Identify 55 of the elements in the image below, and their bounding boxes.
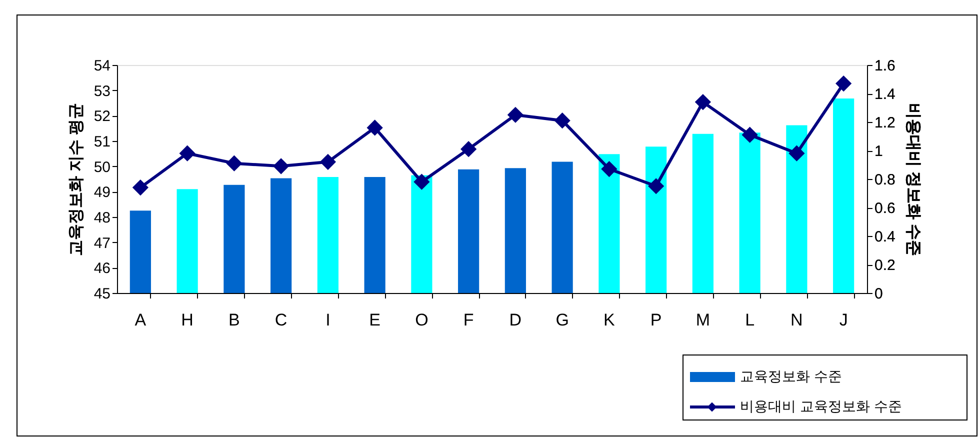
x-tick-label: I [326, 310, 330, 330]
point [836, 75, 852, 92]
y2-axis-title: 비용대비 정보화 수준 [904, 103, 922, 256]
point [226, 155, 242, 172]
x-tick-label: N [790, 310, 803, 330]
x-tick-label: H [181, 310, 194, 330]
x-tick-label: O [415, 310, 428, 330]
x-tick-label: B [228, 310, 240, 330]
y-tick-label: 46 [94, 260, 110, 278]
y-tick-label: 47 [94, 234, 110, 252]
point [132, 179, 148, 196]
y-tick-label: 51 [94, 134, 110, 150]
point [742, 126, 758, 143]
x-tick-label: L [745, 310, 755, 330]
y2-tick-label: 0.2 [874, 257, 896, 274]
point [460, 141, 477, 158]
point [648, 178, 664, 194]
point [273, 158, 290, 174]
x-tick-label: D [509, 310, 522, 330]
y-tick-label: 49 [94, 184, 110, 202]
y-tick-label: 48 [94, 210, 110, 226]
point [601, 160, 618, 178]
y2-tick-label: 0.8 [874, 172, 896, 188]
y-axis-title: 교육정보화 지수 평균 [68, 103, 85, 256]
x-tick-label: J [839, 310, 848, 330]
x-tick-label: C [274, 310, 288, 330]
legend-label: 비용대비 교육정보화 수준 [740, 398, 902, 414]
x-tick-label: A [134, 310, 147, 330]
x-tick-label: F [463, 310, 474, 330]
point [366, 120, 383, 136]
x-tick-label: K [604, 310, 616, 330]
point [694, 94, 711, 110]
y2-tick-label: 0 [874, 286, 883, 302]
y2-tick-label: 0.4 [874, 228, 896, 246]
y-tick-label: 53 [94, 82, 110, 100]
point [320, 154, 336, 170]
point [414, 174, 430, 190]
x-tick-label: M [696, 310, 710, 330]
y2-tick-label: 1.2 [874, 114, 896, 132]
point [554, 112, 570, 129]
x-tick-label: P [650, 310, 662, 330]
x-tick-label: E [369, 310, 380, 330]
y2-tick-label: 1.6 [874, 58, 896, 74]
y-tick-label: 52 [94, 108, 110, 126]
y-tick-label: 45 [94, 286, 110, 302]
x-tick-label: G [556, 310, 569, 330]
y2-tick-label: 1 [874, 143, 883, 160]
point [179, 145, 196, 162]
y-tick-label: 54 [94, 58, 110, 74]
y2-tick-label: 1.4 [874, 86, 896, 103]
y2-tick-label: 0.6 [874, 200, 896, 217]
legend-label: 교육정보화 수준 [740, 368, 842, 384]
point [507, 106, 524, 123]
y-tick-label: 50 [94, 158, 110, 176]
point [788, 145, 805, 162]
